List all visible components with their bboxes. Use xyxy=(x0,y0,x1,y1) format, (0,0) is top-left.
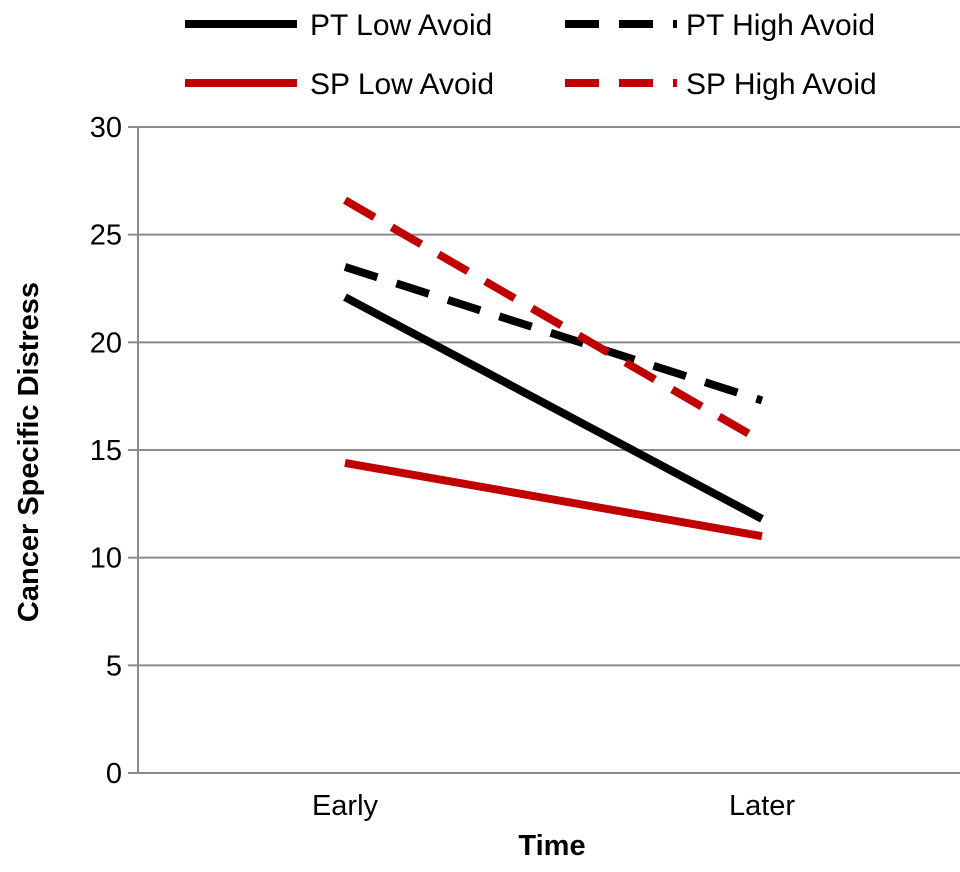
y-tick-label: 30 xyxy=(90,112,122,144)
y-axis-title: Cancer Specific Distress xyxy=(13,282,45,622)
legend-label-pt-low-avoid: PT Low Avoid xyxy=(310,9,492,42)
legend-label-pt-high-avoid: PT High Avoid xyxy=(686,9,875,42)
x-axis-title: Time xyxy=(518,830,585,862)
y-tick-label: 15 xyxy=(90,435,122,467)
legend: PT Low Avoid PT High Avoid SP Low Avoid SP … xyxy=(185,9,877,101)
grid-layer xyxy=(138,126,960,667)
x-tick-label: Later xyxy=(729,790,795,822)
y-tick-label: 5 xyxy=(106,650,122,682)
y-tick-label: 10 xyxy=(90,543,122,575)
series-line-pt-low-avoid xyxy=(343,293,764,523)
series-layer xyxy=(342,196,765,541)
series-line-sp-low-avoid xyxy=(344,458,763,541)
y-tick-label: 0 xyxy=(106,758,122,790)
legend-label-sp-low-avoid: SP Low Avoid xyxy=(310,68,494,101)
y-tick-label: 25 xyxy=(90,220,122,252)
series-line-sp-high-avoid xyxy=(342,196,765,445)
axis-layer: 0 5 10 15 20 25 30 Early Later xyxy=(90,112,960,822)
x-tick-label: Early xyxy=(312,790,379,822)
series-line-pt-high-avoid xyxy=(343,263,764,405)
legend-label-sp-high-avoid: SP High Avoid xyxy=(686,68,877,101)
y-tick-label: 20 xyxy=(90,327,122,359)
